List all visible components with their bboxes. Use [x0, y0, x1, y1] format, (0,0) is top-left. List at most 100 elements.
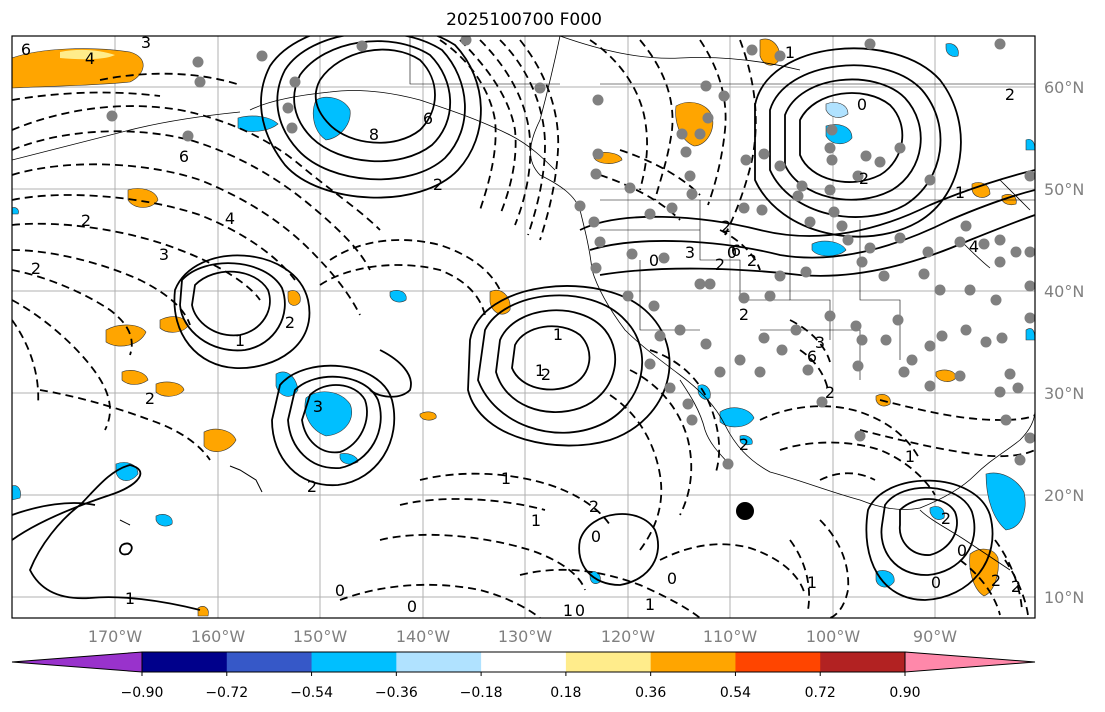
contour-label: 2: [941, 509, 951, 528]
station-dot: [854, 430, 866, 442]
negative-patch: [339, 453, 359, 465]
station-dot: [664, 382, 676, 394]
station-dot: [648, 300, 660, 312]
station-dot: [694, 278, 706, 290]
contour-label: 2: [739, 305, 749, 324]
longitude-label: 170°W: [88, 627, 143, 646]
station-dot: [588, 216, 600, 228]
station-dot: [774, 50, 786, 62]
map-title: 2025100700 F000: [446, 10, 602, 30]
station-dot: [980, 336, 992, 348]
colorbar-max-arrow: [904, 651, 1036, 673]
station-dot: [918, 268, 930, 280]
shaded-anomaly-patches: [12, 38, 1035, 617]
station-dot: [864, 38, 876, 50]
negative-patch: [313, 97, 351, 141]
station-dot: [1004, 368, 1016, 380]
station-markers: [106, 36, 1035, 470]
station-dot: [906, 354, 918, 366]
station-dot: [994, 256, 1006, 268]
negative-patch: [739, 435, 753, 446]
contour-label: 2: [1005, 85, 1015, 104]
station-dot: [626, 248, 638, 260]
station-dot: [960, 220, 972, 232]
contour-label: 0: [575, 601, 585, 620]
station-dot: [182, 130, 194, 142]
contour-label: 0: [957, 541, 967, 560]
contour-label: 6: [21, 40, 31, 59]
colorbar-tick-label: 0.90: [889, 685, 920, 701]
station-dot: [722, 458, 734, 470]
station-dot: [754, 366, 766, 378]
station-dot: [824, 142, 836, 154]
station-dot: [460, 36, 472, 46]
negative-patch: [985, 472, 1026, 531]
contour-label: 2: [747, 251, 757, 270]
negative-patch: [12, 207, 19, 215]
contour-label: 2: [589, 497, 599, 516]
contour-label: 2: [285, 313, 295, 332]
station-dot: [894, 232, 906, 244]
station-dot: [644, 358, 656, 370]
contour-label: 1: [531, 511, 541, 530]
station-dot: [1012, 382, 1024, 394]
colorbar-min-arrow: [11, 651, 143, 673]
contour-label: 6: [179, 147, 189, 166]
contour-label: 1: [645, 595, 655, 614]
station-dot: [860, 150, 872, 162]
location-marker: [736, 502, 754, 520]
contour-label: 0: [857, 95, 867, 114]
station-dot: [738, 202, 750, 214]
positive-patch: [287, 290, 301, 306]
colorbar-outline: [141, 651, 906, 673]
station-dot: [892, 314, 904, 326]
contour-label: 1: [785, 43, 795, 62]
positive-patch: [105, 324, 147, 347]
station-dot: [878, 270, 890, 282]
station-dot: [356, 40, 368, 52]
colorbar-segment: [311, 652, 397, 672]
colorbar-segment: [650, 652, 736, 672]
contour-label: 0: [667, 569, 677, 588]
contour-label: 4: [225, 209, 235, 228]
colorbar-tick-label: −0.54: [290, 685, 333, 701]
station-dot: [856, 334, 868, 346]
colorbar-tick-label: −0.90: [121, 685, 164, 701]
station-dot: [192, 56, 204, 68]
map-frame: [11, 35, 1036, 619]
station-dot: [682, 398, 694, 410]
contour-label: 4: [85, 49, 95, 68]
longitude-label: 160°W: [191, 627, 246, 646]
colorbar: [11, 651, 1036, 673]
contour-label: 1: [905, 447, 915, 466]
negative-patch: [719, 407, 755, 428]
station-dot: [826, 124, 838, 136]
station-dot: [592, 148, 604, 160]
station-dot: [256, 50, 268, 62]
station-dot: [1000, 414, 1012, 426]
station-dot: [666, 202, 678, 214]
station-dot: [836, 220, 848, 232]
station-dot: [714, 366, 726, 378]
station-dot: [758, 332, 770, 344]
longitude-label: 110°W: [703, 627, 758, 646]
station-dot: [740, 154, 752, 166]
contour-label: 0: [931, 573, 941, 592]
contour-label: 2: [541, 365, 551, 384]
station-dot: [864, 242, 876, 254]
colorbar-tick-label: −0.72: [205, 685, 248, 701]
colorbar-tick-label: 0.36: [635, 685, 666, 701]
station-dot: [954, 370, 966, 382]
station-dot: [880, 334, 892, 346]
negative-patch: [155, 514, 173, 527]
contour-label: 3: [815, 333, 825, 352]
station-dot: [680, 146, 692, 158]
station-dot: [852, 360, 864, 372]
station-dot: [574, 200, 586, 212]
longitude-labels: 170°W 160°W 150°W 140°W 130°W 120°W 110°W 100°W…: [88, 627, 957, 646]
station-dot: [894, 142, 906, 154]
station-dot: [694, 128, 706, 140]
station-dot: [106, 110, 118, 122]
